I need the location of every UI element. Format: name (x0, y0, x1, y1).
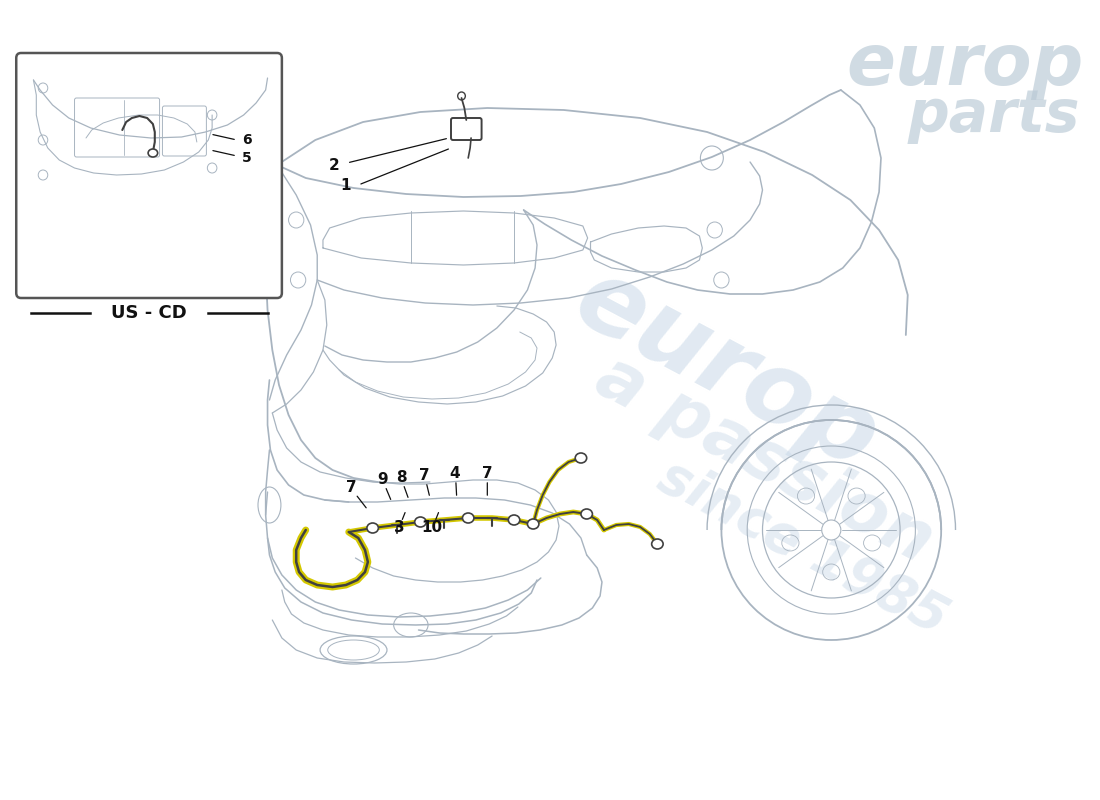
Ellipse shape (367, 523, 378, 533)
Text: 10: 10 (421, 521, 442, 535)
FancyBboxPatch shape (16, 53, 282, 298)
Text: europ: europ (846, 30, 1084, 99)
Text: 6: 6 (242, 133, 251, 147)
Text: 2: 2 (329, 158, 340, 173)
Text: US - CD: US - CD (111, 304, 187, 322)
Ellipse shape (575, 453, 586, 463)
FancyBboxPatch shape (451, 118, 482, 140)
Text: 7: 7 (346, 481, 356, 495)
Ellipse shape (462, 513, 474, 523)
Ellipse shape (581, 509, 593, 519)
Ellipse shape (508, 515, 520, 525)
Ellipse shape (651, 539, 663, 549)
Text: a passion: a passion (584, 343, 944, 577)
Text: 8: 8 (396, 470, 407, 486)
Ellipse shape (148, 149, 157, 157)
Text: 5: 5 (242, 151, 252, 165)
Text: 3: 3 (394, 521, 405, 535)
Text: europ: europ (558, 250, 894, 490)
Text: 7: 7 (419, 469, 430, 483)
Text: 4: 4 (450, 466, 460, 482)
Text: parts: parts (908, 86, 1080, 143)
Text: 9: 9 (377, 473, 387, 487)
Ellipse shape (415, 517, 426, 527)
Text: 7: 7 (482, 466, 493, 482)
Text: since 1985: since 1985 (649, 450, 956, 646)
Ellipse shape (527, 519, 539, 529)
Text: 1: 1 (341, 178, 351, 193)
